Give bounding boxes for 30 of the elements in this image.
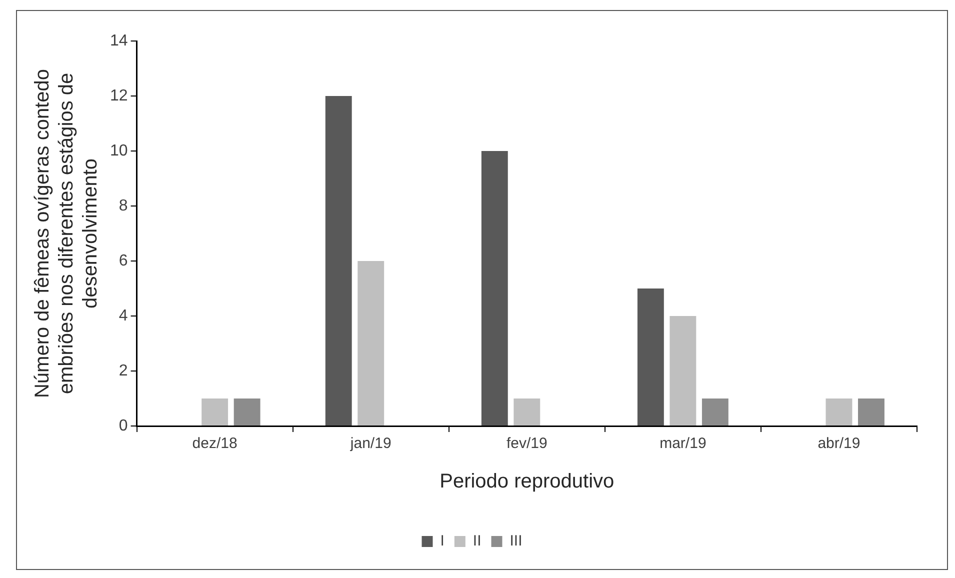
bar: [358, 261, 384, 426]
chart-frame: Periodo reprodutivo Número de fêmeas ovígeras contedo embriões nos diferentes estágios de desenvolvimento I II III dez/18 jan/19 fev/19 mar/19 abr/19 0 2 4 6 8 10 12 14: [16, 10, 948, 570]
legend-label: III: [510, 532, 522, 550]
bar: [325, 96, 352, 426]
y-tick-label: 12: [110, 87, 128, 104]
y-tick-label: 0: [118, 417, 128, 434]
bar: [202, 398, 228, 426]
y-tick-label: 6: [118, 252, 128, 270]
y-tick-label: 10: [110, 142, 128, 160]
y-tick-label: 8: [118, 197, 128, 214]
x-tick-label: abr/19: [818, 435, 860, 452]
x-tick-label: mar/19: [660, 435, 706, 452]
y-tick-label: 14: [110, 32, 128, 50]
bar: [637, 288, 664, 426]
x-tick-label: jan/19: [349, 435, 392, 452]
bar: [826, 398, 852, 426]
bar: [670, 316, 696, 426]
bar: [234, 398, 260, 426]
y-tick-label: 4: [118, 307, 128, 324]
x-axis-title: Periodo reprodutivo: [440, 470, 614, 493]
x-tick-label: dez/18: [192, 435, 238, 452]
y-tick-label: 2: [118, 362, 128, 380]
y-axis-title: Número de fêmeas ovígeras contedo embriões nos diferentes estágios de desenvolvimento: [32, 68, 102, 398]
legend-label: I: [440, 532, 444, 550]
x-tick-label: fev/19: [506, 435, 548, 452]
bar: [702, 398, 728, 426]
legend-label: II: [472, 532, 482, 550]
bar: [481, 151, 508, 426]
bar: [858, 398, 884, 426]
bar: [514, 398, 540, 426]
